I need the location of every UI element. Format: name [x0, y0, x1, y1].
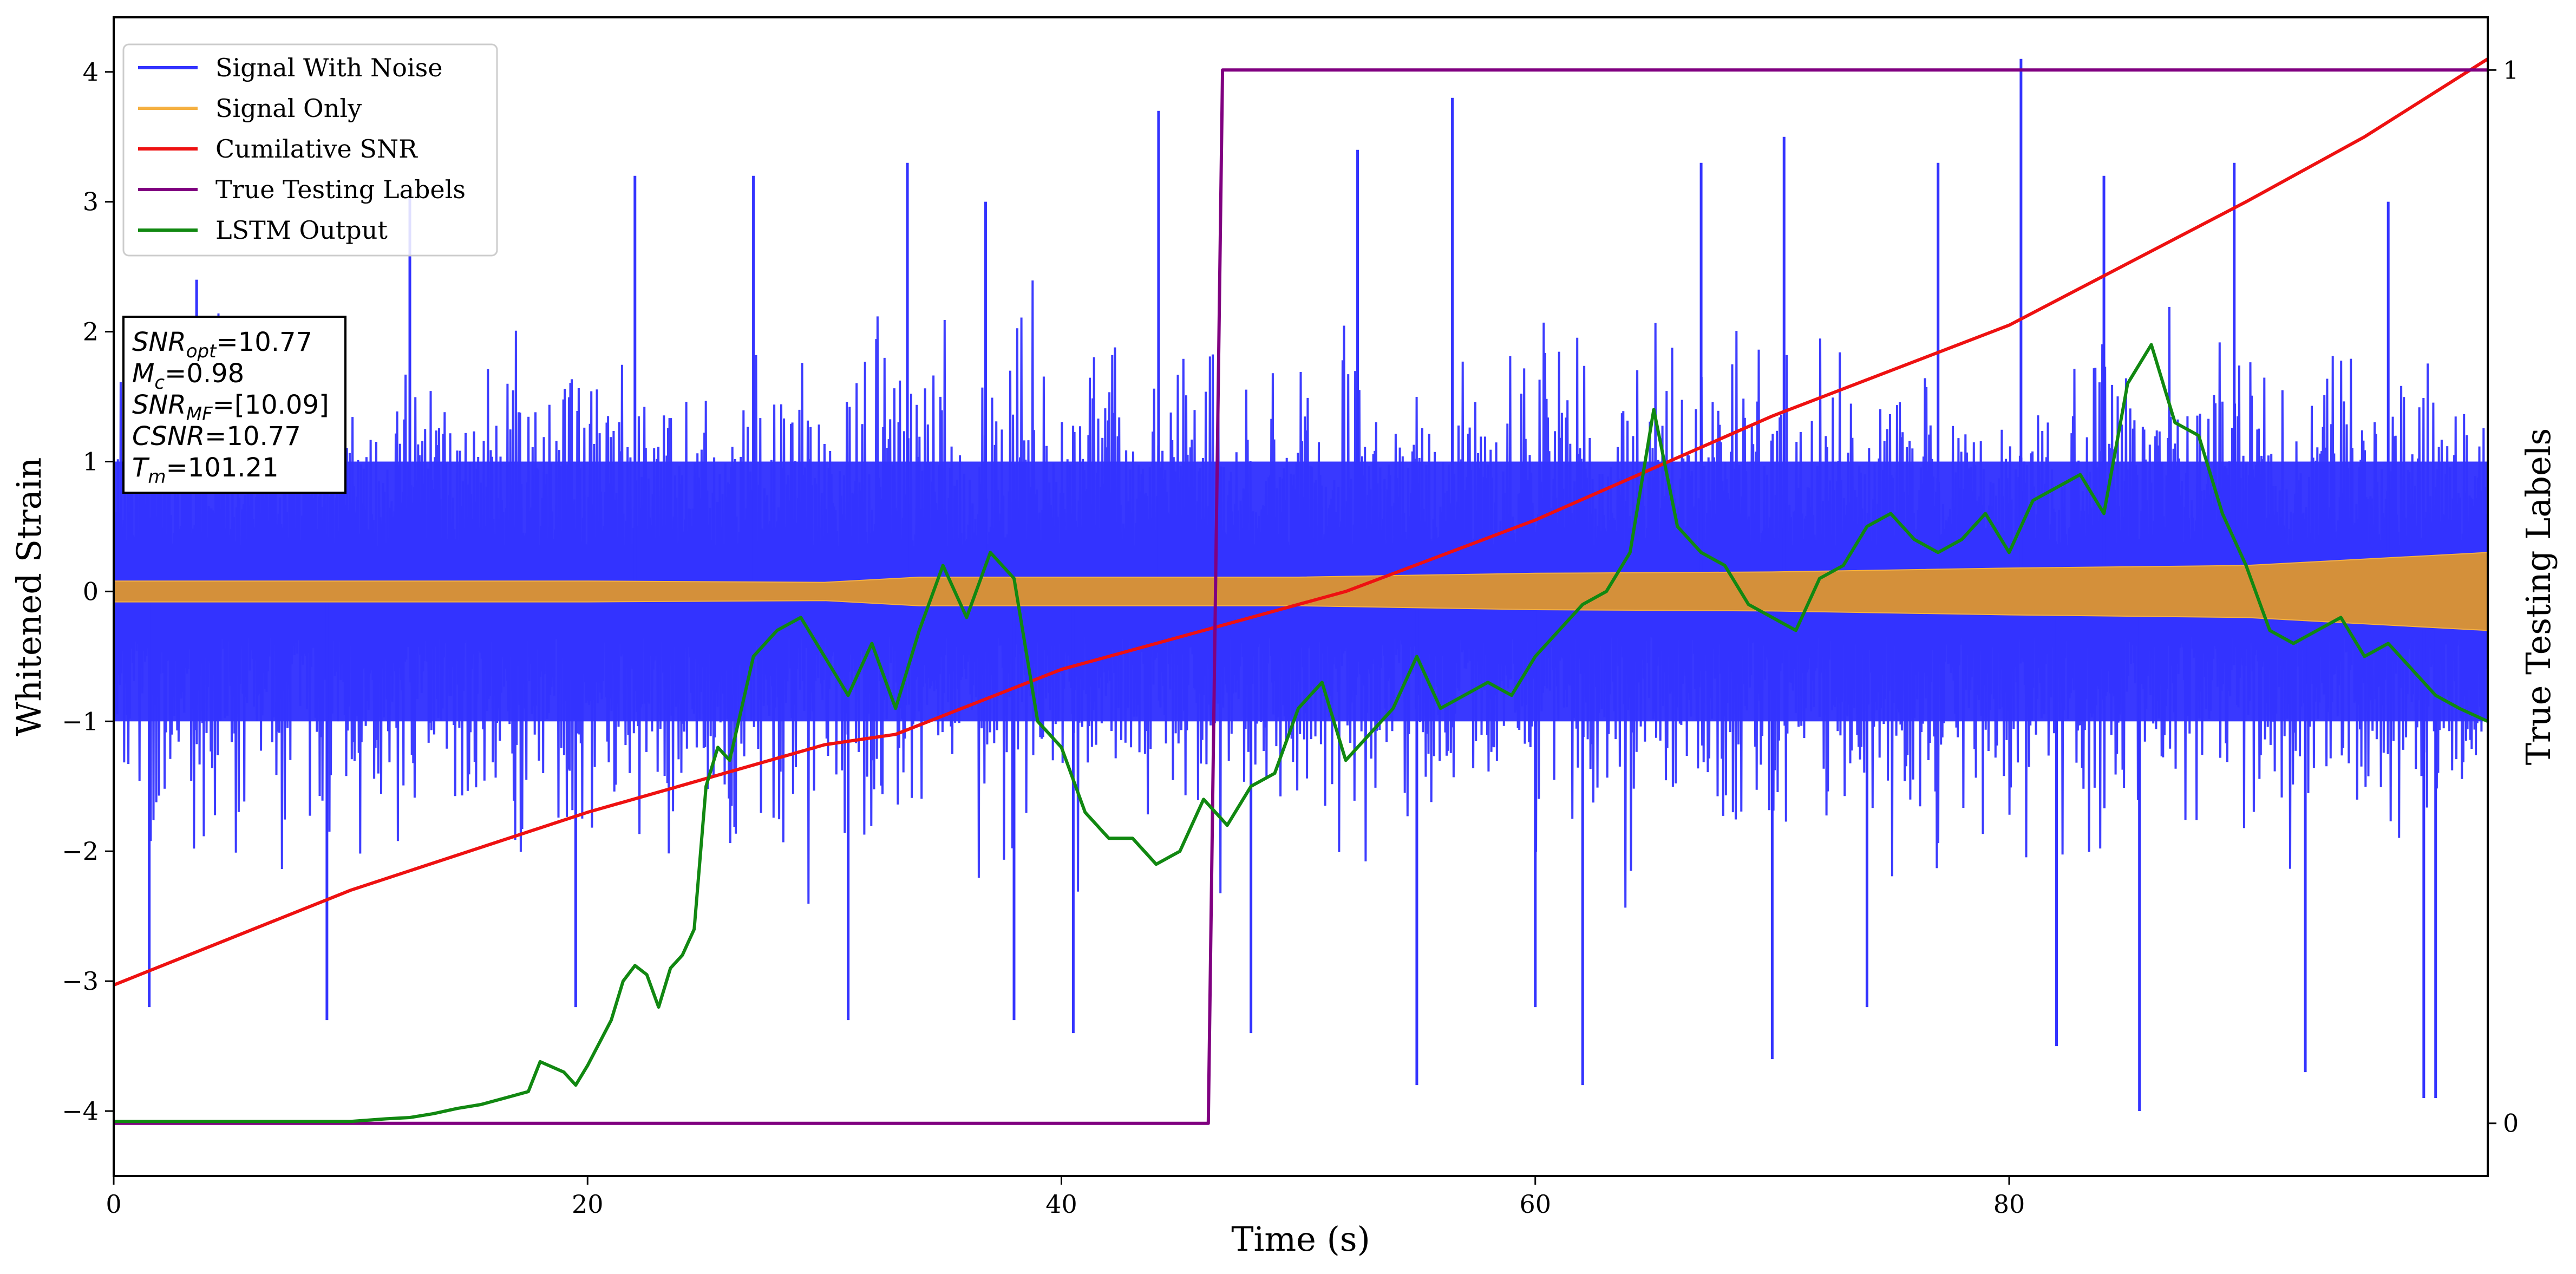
y2-axis-label: True Testing Labels — [2519, 428, 2558, 766]
info-box-frame — [122, 316, 346, 494]
legend-label: Signal With Noise — [215, 53, 442, 82]
y-tick-label: 2 — [83, 317, 99, 347]
x-tick-label: 40 — [1045, 1190, 1077, 1219]
y-axis-label: Whitened Strain — [9, 458, 49, 736]
cumulative-snr-line — [113, 57, 2489, 987]
legend-label: LSTM Output — [215, 215, 388, 245]
info-line: SNRMF=[10.09] — [132, 390, 329, 425]
lstm-output-line — [114, 343, 2489, 1123]
info-line: SNRopt=10.77 — [132, 327, 312, 362]
y-tick-label: −4 — [62, 1096, 99, 1126]
x-axis-label: Time (s) — [1231, 1219, 1370, 1259]
info-line: CSNR=10.77 — [132, 421, 301, 452]
y-tick-label: −2 — [62, 837, 99, 866]
legend-label: Cumilative SNR — [215, 134, 418, 164]
y-tick-label: 0 — [83, 577, 99, 606]
legend-box — [122, 43, 498, 257]
legend-label: Signal Only — [215, 94, 362, 123]
y-tick-label: −1 — [62, 707, 99, 736]
info-line: Mc=0.98 — [132, 358, 244, 394]
legend-label: True Testing Labels — [215, 175, 466, 204]
y-tick-label: 4 — [83, 57, 99, 87]
line-series — [113, 57, 2489, 1125]
info-line: Tm=101.21 — [132, 453, 279, 488]
y-tick-label: −3 — [62, 966, 99, 996]
legend: Signal With Noise Signal Only Cumilative S… — [122, 43, 498, 257]
plot-frame — [113, 16, 2489, 1177]
true-testing-labels-line — [114, 68, 2488, 1125]
x-tick-label: 20 — [572, 1190, 604, 1219]
info-box: SNRopt=10.77Mc=0.98SNRMF=[10.09]CSNR=10.… — [122, 316, 346, 494]
x-tick-label: 80 — [1993, 1190, 2025, 1219]
y2-tick-label: 0 — [2503, 1109, 2519, 1138]
x-tick-label: 60 — [1519, 1190, 1551, 1219]
y-tick-label: 1 — [83, 447, 99, 476]
y2-tick-label: 1 — [2503, 55, 2519, 84]
x-tick-label: 0 — [106, 1190, 121, 1219]
y-tick-label: 3 — [83, 187, 99, 217]
